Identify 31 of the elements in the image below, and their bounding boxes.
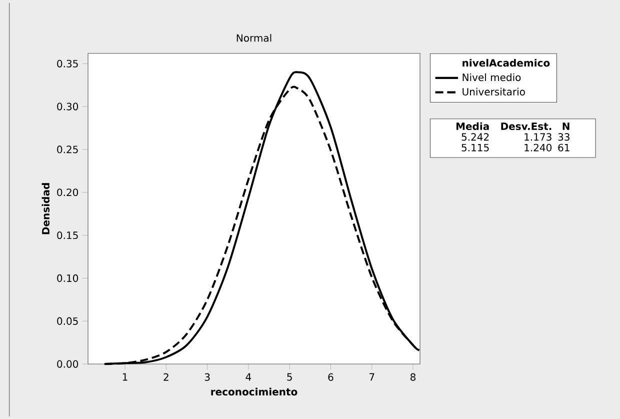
y-tick-label: 0.00 bbox=[57, 360, 78, 368]
x-tick-label: 8 bbox=[410, 373, 416, 381]
x-axis-title: reconocimiento bbox=[211, 388, 298, 396]
text: N bbox=[562, 122, 570, 130]
legend-title: nivelAcademico bbox=[462, 58, 550, 67]
text: 33 bbox=[558, 133, 570, 141]
x-tick-label: 4 bbox=[246, 373, 252, 381]
y-tick-label: 0.25 bbox=[57, 146, 78, 154]
x-tick-label: 1 bbox=[122, 373, 128, 381]
text: 5.115 bbox=[462, 144, 489, 152]
y-tick-label: 0.35 bbox=[57, 60, 78, 68]
y-tick-label: 0.20 bbox=[57, 188, 78, 196]
y-tick-label: 0.10 bbox=[57, 274, 78, 282]
text: 5.242 bbox=[462, 133, 489, 141]
y-tick-label: 0.05 bbox=[57, 317, 78, 325]
legend-label: Nivel medio bbox=[462, 73, 521, 82]
x-tick-label: 5 bbox=[287, 373, 292, 381]
text: 1.240 bbox=[524, 144, 552, 152]
x-tick-label: 3 bbox=[204, 373, 210, 381]
legend-label: Universitario bbox=[462, 88, 525, 96]
text: Desv.Est. bbox=[501, 122, 552, 130]
y-tick-label: 0.30 bbox=[57, 102, 78, 110]
text: 61 bbox=[558, 144, 570, 152]
text: 1.173 bbox=[524, 133, 552, 141]
y-tick-label: 0.15 bbox=[57, 231, 78, 240]
chart-title: Normal bbox=[236, 34, 272, 42]
x-tick-label: 2 bbox=[164, 373, 168, 381]
y-axis-title: Densidad bbox=[42, 183, 50, 234]
text: Media bbox=[456, 122, 489, 130]
x-tick-label: 6 bbox=[328, 373, 334, 381]
x-tick-label: 7 bbox=[370, 373, 374, 381]
